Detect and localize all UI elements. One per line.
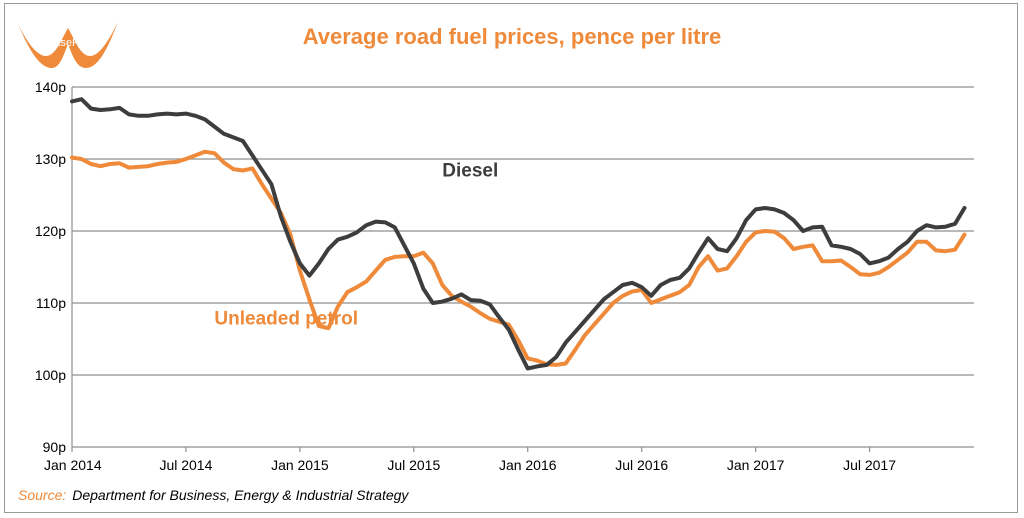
chart-frame [4,3,1018,513]
source-note: Source: Department for Business, Energy &… [18,487,408,503]
x-tick-label: Jan 2016 [499,457,557,473]
logo-wave [18,22,118,68]
x-axis-ticks: Jan 2014 Jul 2014 Jan 2015 Jul 2015 Jan 2016… [44,447,896,473]
source-label: Source: [18,487,67,503]
y-tick-label: 140p [35,79,66,95]
y-axis-ticks: 90p 100p 110p 120p 130p 140p [35,79,66,455]
x-tick-label: Jan 2017 [727,457,785,473]
x-tick-label: Jul 2016 [615,457,668,473]
x-tick-label: Jul 2014 [159,457,212,473]
y-tick-label: 100p [35,367,66,383]
chart-title: Average road fuel prices, pence per litr… [302,24,722,49]
y-tick-label: 110p [36,295,66,311]
y-tick-label: 120p [35,223,66,239]
x-tick-label: Jul 2015 [387,457,440,473]
logo-text: LeasePlan [42,37,94,49]
leaseplan-logo: LeasePlan [18,22,118,68]
series-line-unleaded-petrol [70,149,967,367]
y-tick-label: 90p [43,439,67,455]
series-labels: Diesel Unleaded petrol [214,160,498,329]
series-group [70,97,967,371]
series-label-diesel: Diesel [442,160,498,181]
gridlines [71,86,974,448]
series-line-diesel [70,97,967,371]
x-tick-label: Jul 2017 [843,457,896,473]
source-text: Department for Business, Energy & Indust… [72,487,409,503]
x-tick-label: Jan 2014 [44,457,102,473]
series-label-unleaded-petrol: Unleaded petrol [214,309,358,330]
y-tick-label: 130p [35,151,66,167]
x-tick-label: Jan 2015 [271,457,329,473]
